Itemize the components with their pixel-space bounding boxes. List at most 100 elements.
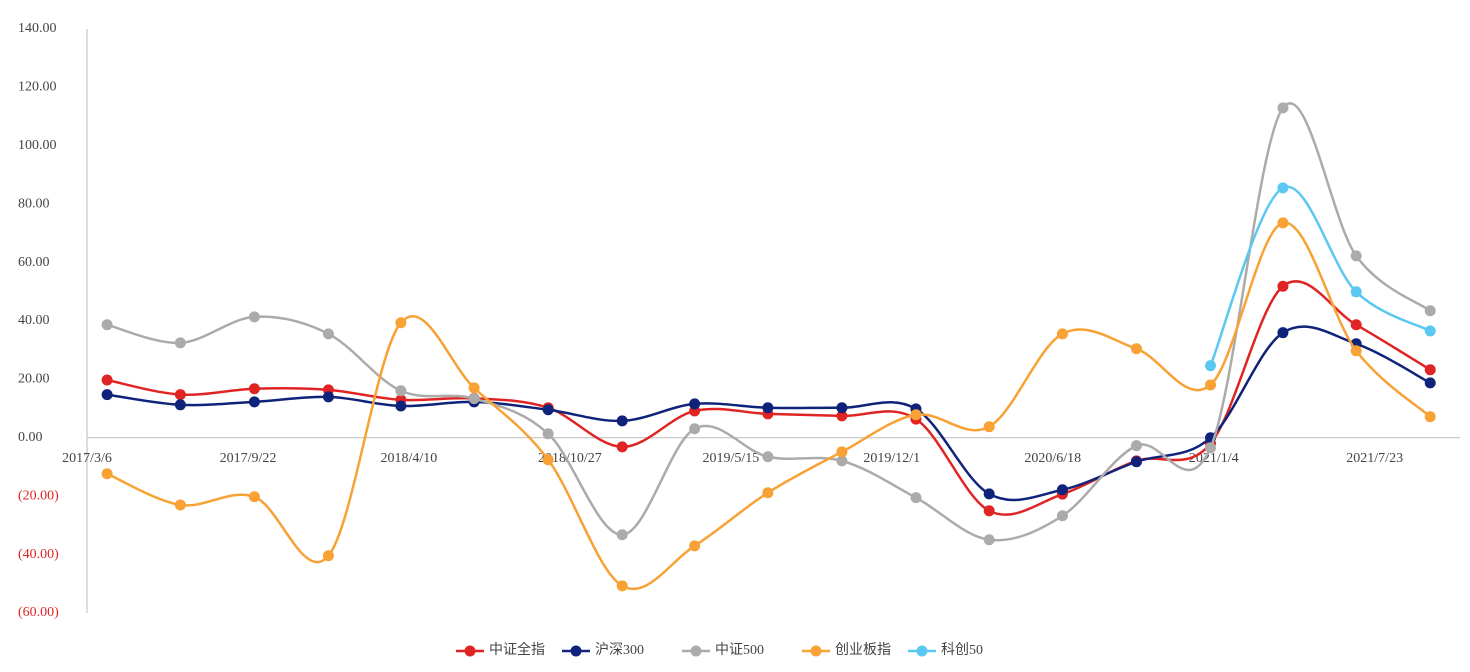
data-point: [174, 499, 186, 511]
data-point: [983, 421, 995, 433]
data-point: [616, 529, 628, 541]
data-point: [1205, 379, 1217, 391]
data-point: [322, 550, 334, 562]
series-line: [106, 221, 1432, 591]
data-point: [1130, 456, 1142, 468]
data-point: [1277, 280, 1289, 292]
data-point: [1350, 319, 1362, 331]
data-point: [101, 319, 113, 331]
data-point: [248, 491, 260, 503]
data-point: [689, 540, 701, 552]
y-tick-label: (40.00): [18, 547, 59, 562]
data-point: [101, 389, 113, 401]
data-point: [983, 534, 995, 546]
data-point: [395, 317, 407, 329]
data-point: [1277, 327, 1289, 339]
x-tick-label: 2017/9/22: [220, 451, 277, 466]
data-point: [101, 468, 113, 480]
legend-label: 中证500: [715, 642, 764, 658]
data-point: [1205, 360, 1217, 372]
data-point: [248, 311, 260, 323]
legend-label: 科创50: [941, 642, 983, 658]
data-point: [1350, 345, 1362, 357]
data-point: [1350, 250, 1362, 262]
data-point: [1130, 440, 1142, 452]
data-point: [1424, 411, 1436, 423]
x-tick-label: 2018/4/10: [381, 451, 438, 466]
data-point: [1130, 343, 1142, 355]
y-tick-label: 140.00: [18, 21, 57, 36]
data-point: [836, 410, 848, 422]
data-point: [1424, 325, 1436, 337]
legend-marker: [464, 645, 476, 657]
data-point: [468, 382, 480, 394]
data-point: [762, 487, 774, 499]
y-tick-label: 120.00: [18, 80, 57, 95]
data-point: [1205, 442, 1217, 454]
y-tick-label: 60.00: [18, 255, 50, 270]
x-tick-label: 2019/5/15: [702, 451, 759, 466]
y-tick-label: 20.00: [18, 372, 50, 387]
y-tick-label: 40.00: [18, 313, 50, 328]
data-point: [542, 404, 554, 416]
legend-marker: [810, 645, 822, 657]
data-point: [1424, 364, 1436, 376]
data-point: [322, 328, 334, 340]
x-tick-label: 2021/1/4: [1189, 451, 1239, 466]
y-tick-label: (20.00): [18, 488, 59, 503]
data-point: [322, 391, 334, 403]
y-tick-label: 0.00: [18, 430, 43, 445]
x-tick-label: 2018/10/27: [538, 451, 602, 466]
x-tick-label: 2019/12/1: [863, 451, 920, 466]
data-point: [910, 409, 922, 421]
data-point: [395, 400, 407, 412]
data-point: [542, 428, 554, 440]
legend-marker: [570, 645, 582, 657]
data-point: [762, 451, 774, 463]
y-tick-label: 80.00: [18, 196, 50, 211]
x-tick-label: 2017/3/6: [62, 451, 112, 466]
data-point: [616, 580, 628, 592]
legend-label: 沪深300: [595, 642, 644, 658]
data-point: [1056, 510, 1068, 522]
legend-label: 创业板指: [835, 642, 891, 658]
data-point: [616, 415, 628, 427]
data-point: [1277, 102, 1289, 114]
data-point: [174, 399, 186, 411]
data-point: [1056, 328, 1068, 340]
data-point: [983, 488, 995, 500]
data-point: [1350, 286, 1362, 298]
data-point: [174, 337, 186, 349]
y-tick-label: 100.00: [18, 138, 57, 153]
x-tick-label: 2020/6/18: [1024, 451, 1081, 466]
series-line: [106, 102, 1431, 542]
data-point: [836, 455, 848, 467]
data-point: [1424, 305, 1436, 317]
x-tick-label: 2021/7/23: [1346, 451, 1403, 466]
data-point: [248, 383, 260, 395]
legend-marker: [690, 645, 702, 657]
data-point: [910, 492, 922, 504]
data-point: [836, 402, 848, 414]
data-point: [762, 402, 774, 414]
data-point: [689, 398, 701, 410]
data-point: [395, 385, 407, 397]
data-point: [983, 505, 995, 517]
series-line: [1209, 185, 1431, 367]
data-point: [616, 441, 628, 453]
data-point: [101, 374, 113, 386]
data-point: [1056, 484, 1068, 496]
legend-label: 中证全指: [489, 641, 545, 658]
data-point: [836, 446, 848, 458]
data-point: [542, 454, 554, 466]
series-line: [106, 280, 1431, 516]
data-point: [1277, 182, 1289, 194]
data-point: [1424, 377, 1436, 389]
legend-marker: [916, 645, 928, 657]
data-point: [468, 393, 480, 405]
y-tick-label: (60.00): [18, 605, 59, 620]
data-point: [689, 423, 701, 435]
data-point: [1277, 217, 1289, 229]
data-point: [248, 396, 260, 408]
